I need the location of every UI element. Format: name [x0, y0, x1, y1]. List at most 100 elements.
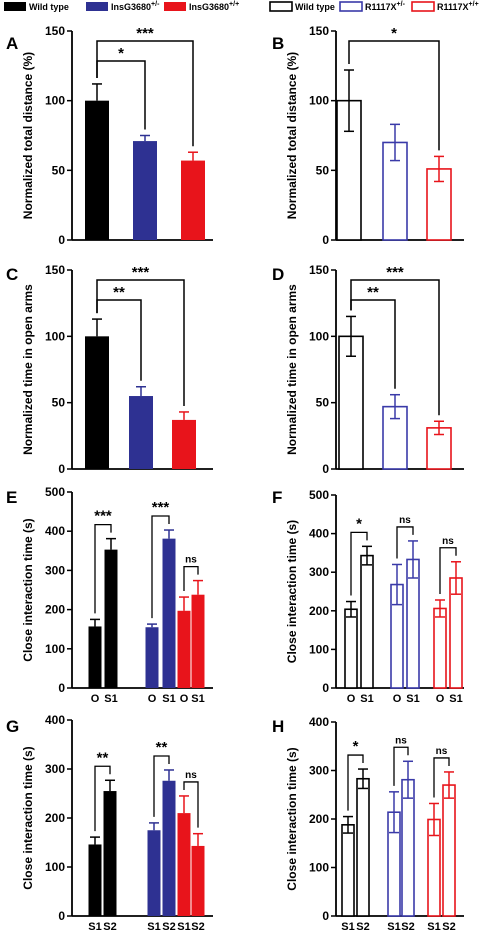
chart-panel-e: E 0 100 200 300 400 500 Close interaction time … — [6, 485, 213, 705]
x-category-label: S1 — [191, 693, 204, 705]
y-tick-label: 100 — [309, 642, 329, 656]
significance-bracket — [151, 515, 170, 619]
significance-bracket — [183, 565, 199, 592]
bar — [191, 845, 205, 916]
x-category-label: S1 — [406, 693, 419, 705]
x-category-label: O — [436, 693, 445, 705]
significance-label: *** — [152, 499, 170, 516]
left-legend-label: InsG3680+/+ — [189, 1, 239, 12]
y-tick-label: 150 — [309, 263, 329, 277]
chart-panel-f: F 0 100 200 300 400 500 Close interaction time … — [272, 488, 464, 705]
y-tick-label: 150 — [45, 263, 65, 277]
bar — [162, 780, 176, 916]
y-axis-label: Close interaction time (s) — [285, 520, 299, 663]
x-category-label: S1 — [387, 921, 400, 933]
chart-panel-c: C 0 50 100 150 Normalized time in open arms **… — [6, 263, 213, 476]
bar — [360, 554, 374, 689]
panel-letter: H — [272, 717, 284, 736]
y-axis-label: Close interaction time (s) — [21, 518, 35, 661]
y-tick-label: 0 — [322, 233, 329, 247]
right-legend-swatch — [339, 1, 363, 12]
bar — [129, 396, 153, 469]
x-category-label: O — [148, 693, 157, 705]
bar — [426, 168, 452, 241]
chart-panel-a: A 0 50 100 150 Normalized total distance (%) *… — [6, 24, 213, 247]
y-tick-label: 100 — [309, 861, 329, 875]
y-tick-label: 200 — [309, 604, 329, 618]
y-tick-label: 300 — [309, 565, 329, 579]
chart-panel-g: G 0 100 200 300 400 Close interaction time (s)… — [6, 713, 213, 933]
x-category-label: S1 — [341, 921, 354, 933]
y-tick-label: 0 — [58, 233, 65, 247]
y-tick-label: 300 — [45, 762, 65, 776]
chart-panel-d: D 0 50 100 150 Normalized time in open arms **… — [272, 263, 464, 476]
x-category-label: S2 — [191, 921, 204, 933]
bar — [88, 844, 102, 916]
right-legend-swatch — [411, 1, 435, 12]
significance-label: ns — [185, 555, 197, 566]
right-legend-label: R1117X+/+ — [437, 1, 479, 12]
y-tick-label: 0 — [58, 681, 65, 695]
y-tick-label: 400 — [309, 527, 329, 541]
y-tick-label: 0 — [322, 909, 329, 923]
y-tick-label: 0 — [58, 909, 65, 923]
x-category-label: S1 — [88, 921, 101, 933]
y-tick-label: 500 — [309, 488, 329, 502]
panel-letter: E — [6, 488, 17, 507]
y-tick-label: 400 — [45, 713, 65, 727]
y-tick-label: 500 — [45, 485, 65, 499]
bar — [382, 405, 408, 470]
panel-letter: F — [272, 488, 282, 507]
right-legend: Wild type R1117X+/- R1117X+/+ — [269, 1, 479, 12]
y-tick-label: 300 — [45, 563, 65, 577]
significance-label: * — [118, 45, 124, 62]
y-tick-label: 50 — [316, 163, 330, 177]
significance-label: ** — [97, 749, 109, 766]
chart-panel-b: B 0 50 100 150 Normalized total distance (%) * — [272, 24, 464, 247]
x-category-label: S1 — [360, 693, 373, 705]
significance-bracket — [393, 746, 409, 786]
significance-bracket — [94, 765, 111, 832]
y-tick-label: 200 — [45, 603, 65, 617]
bar — [85, 336, 109, 469]
bar — [103, 791, 117, 916]
significance-label: *** — [136, 25, 154, 42]
bar — [344, 608, 358, 689]
left-legend-swatch — [4, 2, 26, 11]
right-legend-swatch — [269, 1, 293, 12]
left-legend-label: Wild type — [29, 2, 69, 12]
significance-label: *** — [94, 508, 112, 525]
y-tick-label: 200 — [45, 811, 65, 825]
y-tick-label: 100 — [45, 860, 65, 874]
left-legend-label: InsG3680+/- — [111, 1, 160, 12]
panel-letter: G — [6, 717, 19, 736]
x-category-label: S2 — [162, 921, 175, 933]
y-tick-label: 0 — [322, 681, 329, 695]
chart-panel-h: H 0 100 200 300 400 Close interaction time (s)… — [272, 715, 464, 933]
bar — [401, 778, 415, 917]
significance-label: ns — [399, 515, 411, 526]
bar — [341, 824, 355, 917]
bar — [177, 610, 191, 688]
left-legend-swatch — [164, 2, 186, 11]
bar — [172, 419, 196, 469]
bar — [147, 830, 161, 916]
significance-label: *** — [132, 264, 150, 281]
significance-label: * — [353, 738, 359, 755]
y-tick-label: 100 — [45, 94, 65, 108]
x-category-label: O — [347, 693, 356, 705]
bar — [85, 100, 109, 241]
y-axis-label: Close interaction time (s) — [21, 746, 35, 889]
bar — [88, 626, 102, 688]
significance-label: ns — [436, 746, 448, 757]
significance-label: ns — [185, 770, 197, 781]
significance-label: ** — [113, 284, 125, 301]
y-tick-label: 100 — [45, 329, 65, 343]
y-axis-label: Normalized time in open arms — [285, 284, 299, 455]
y-tick-label: 400 — [309, 715, 329, 729]
x-category-label: S2 — [401, 921, 414, 933]
bar — [406, 558, 420, 689]
y-tick-label: 50 — [316, 396, 330, 410]
significance-label: ns — [395, 735, 407, 746]
